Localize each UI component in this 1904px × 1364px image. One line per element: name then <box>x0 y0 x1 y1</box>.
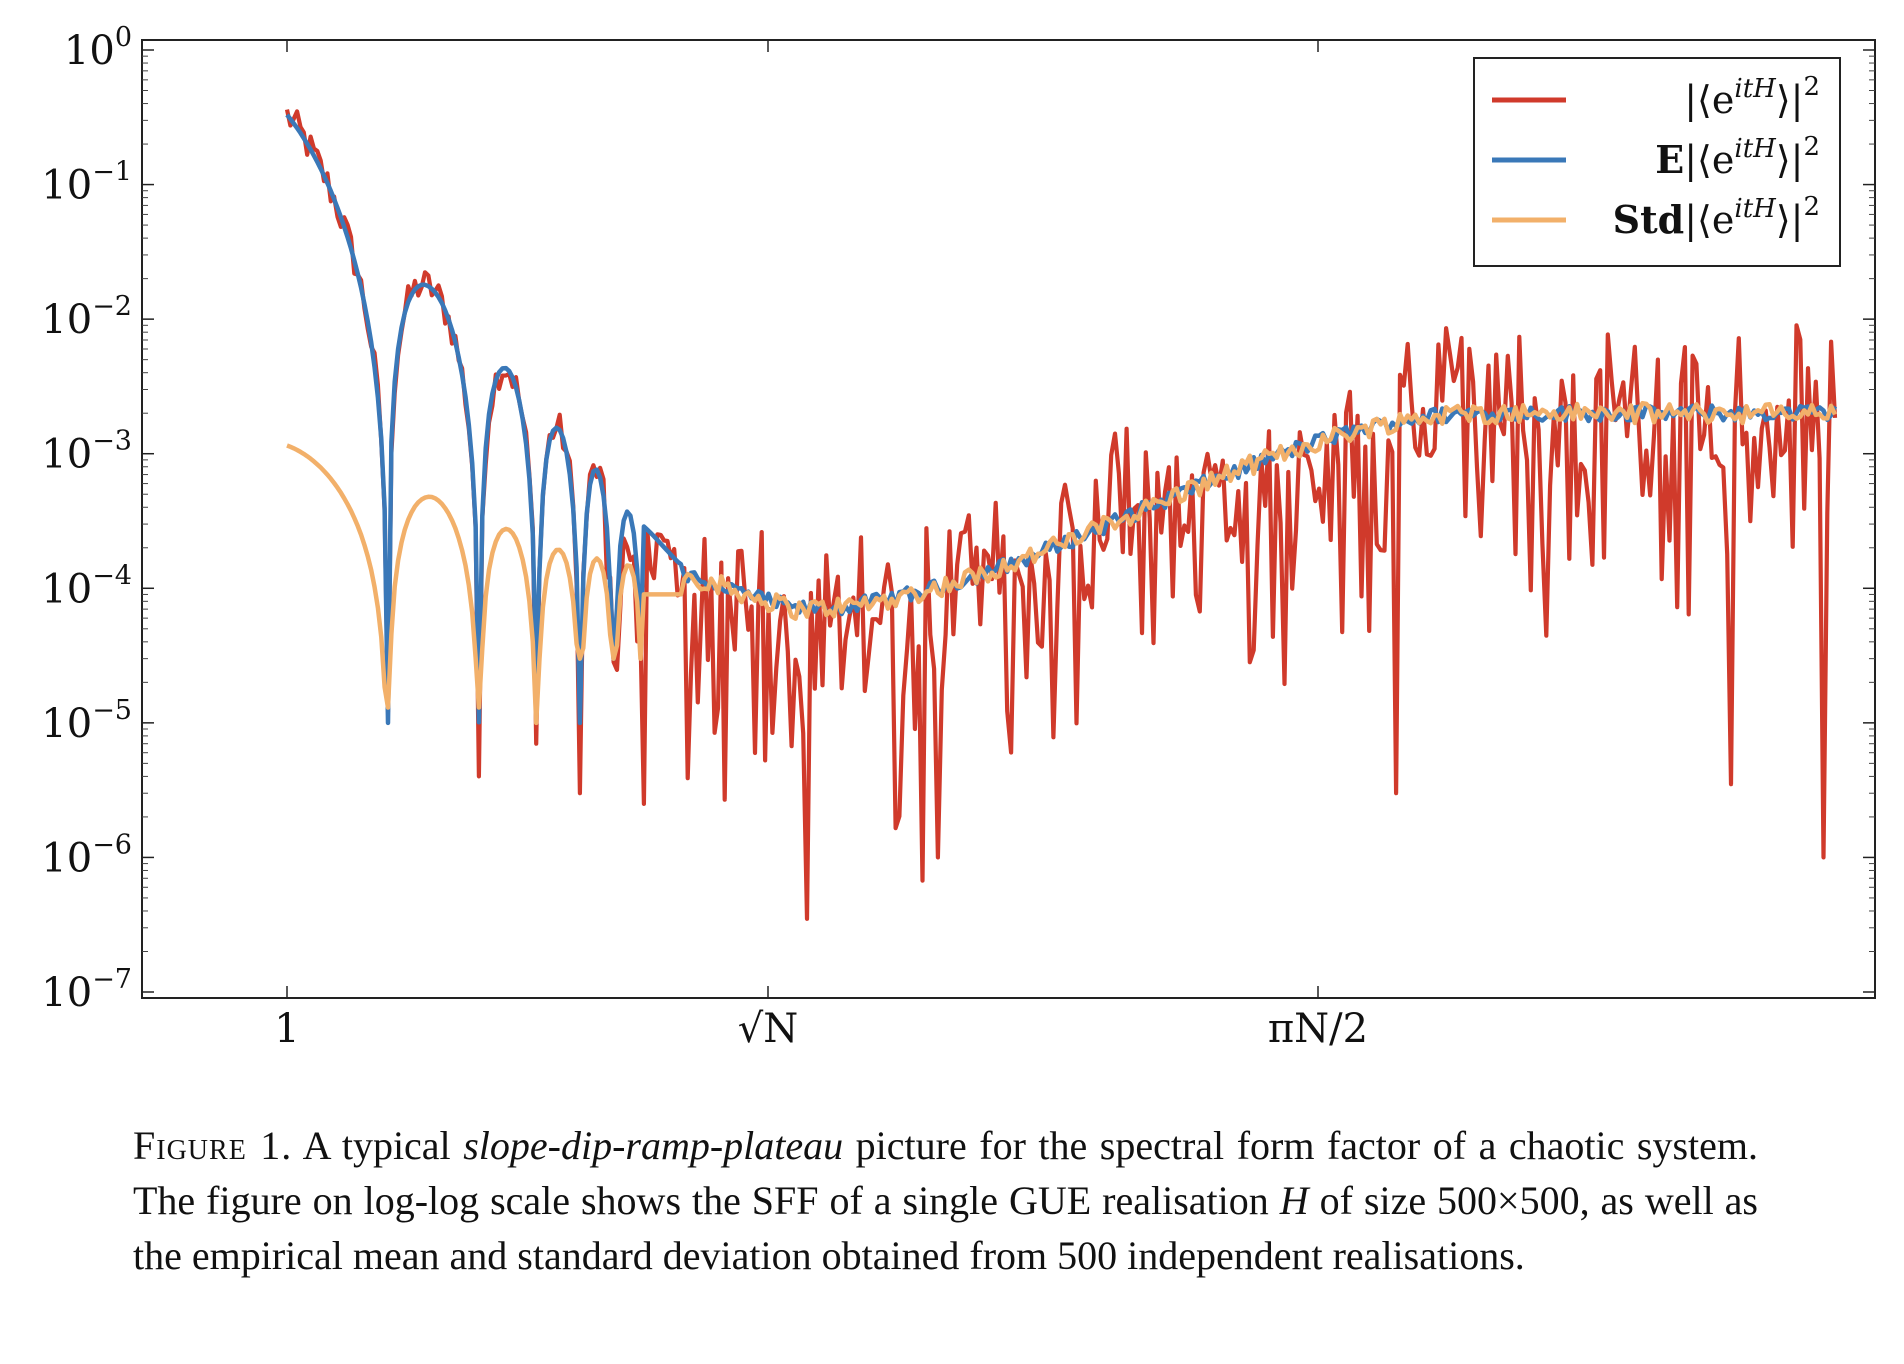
caption-text-2: picture for the spectral form factor of … <box>133 1123 1758 1223</box>
y-tick-label: 10−2 <box>41 291 132 343</box>
plot-frame <box>141 39 1876 999</box>
legend-label: E|⟨eitH⟩|2 <box>1655 132 1820 182</box>
caption-italic-term: slope-dip-ramp-plateau <box>463 1123 844 1168</box>
caption-math-H: H <box>1279 1178 1309 1223</box>
y-tick-label: 100 <box>64 22 132 74</box>
y-tick-label: 10−1 <box>41 157 132 209</box>
legend-label: Std|⟨eitH⟩|2 <box>1613 192 1820 242</box>
series-orange-line <box>286 400 1838 726</box>
legend-box <box>1473 57 1841 267</box>
y-tick-label: 10−5 <box>41 695 132 747</box>
x-tick-label: √N <box>738 1006 799 1052</box>
y-tick-label: 10−7 <box>41 964 132 1016</box>
series-layer <box>284 109 1838 921</box>
y-minor-ticks <box>142 55 1875 952</box>
y-tick-label: 10−6 <box>41 829 132 881</box>
x-ticks <box>286 40 1319 998</box>
legend: |⟨eitH⟩|2 E|⟨eitH⟩|2 Std|⟨eitH⟩|2 <box>1473 57 1841 267</box>
caption-text-1: A typical <box>292 1123 464 1168</box>
x-tick-label: 1 <box>274 1006 299 1052</box>
caption-figure-label: Figure 1. <box>133 1123 293 1168</box>
legend-label: |⟨eitH⟩|2 <box>1684 72 1820 122</box>
y-tick-label: 10−4 <box>41 560 132 612</box>
y-major-ticks <box>142 49 1875 993</box>
x-tick-label: πN/2 <box>1268 1006 1368 1052</box>
y-tick-label: 10−3 <box>41 426 132 478</box>
figure-caption: Figure 1. A typical slope-dip-ramp-plate… <box>133 1118 1758 1283</box>
series-blue-line <box>285 113 1838 726</box>
x-tick-labels: 1 √N πN/2 <box>274 1006 1368 1052</box>
caption-text-3: of size 500×500, as well as the empirica… <box>133 1178 1758 1278</box>
y-tick-labels: 100 10−1 10−2 10−3 10−4 10−5 10−6 10−7 <box>41 22 132 1016</box>
